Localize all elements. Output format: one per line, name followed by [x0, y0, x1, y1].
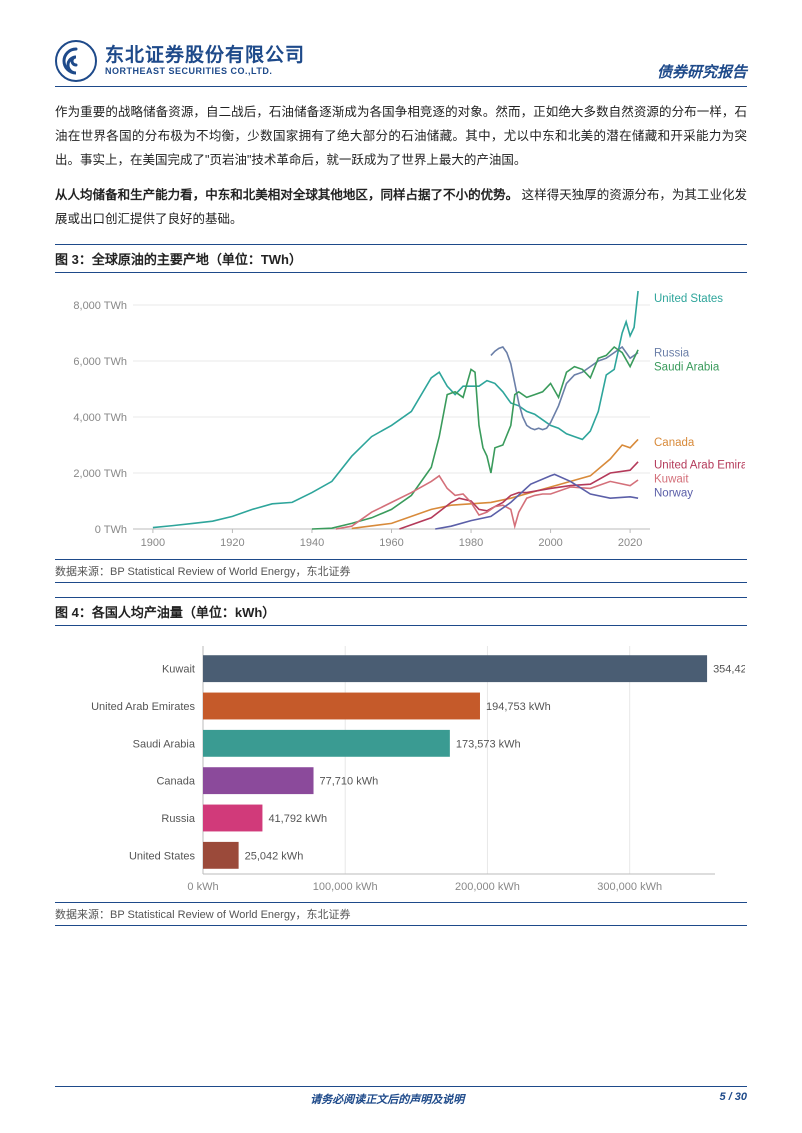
svg-text:41,792 kWh: 41,792 kWh [268, 813, 327, 825]
chart4-source: 数据来源：BP Statistical Review of World Ener… [55, 902, 747, 926]
paragraph-1: 作为重要的战略储备资源，自二战后，石油储备逐渐成为各国争相竞逐的对象。然而，正如… [55, 101, 747, 172]
svg-text:Kuwait: Kuwait [654, 473, 689, 485]
svg-text:Saudi Arabia: Saudi Arabia [654, 361, 720, 373]
footer-disclaimer: 请务必阅读正文后的声明及说明 [310, 1091, 464, 1107]
svg-text:United States: United States [654, 293, 723, 305]
svg-text:8,000 TWh: 8,000 TWh [73, 300, 127, 312]
svg-text:0 kWh: 0 kWh [187, 881, 218, 893]
chart4-title: 图 4：各国人均产油量（单位：kWh） [55, 597, 747, 626]
svg-text:200,000 kWh: 200,000 kWh [455, 881, 520, 893]
svg-text:25,042 kWh: 25,042 kWh [245, 850, 304, 862]
svg-text:1980: 1980 [459, 537, 483, 549]
report-type-label: 债券研究报告 [657, 61, 747, 82]
svg-text:Norway: Norway [654, 487, 693, 499]
svg-text:2000: 2000 [538, 537, 562, 549]
svg-text:1960: 1960 [379, 537, 403, 549]
svg-text:United Arab Emirates: United Arab Emirates [91, 701, 195, 713]
svg-text:Russia: Russia [654, 347, 690, 359]
page-footer: 请务必阅读正文后的声明及说明 5 / 30 [55, 1086, 747, 1107]
paragraph-2-bold: 从人均储备和生产能力看，中东和北美相对全球其他地区，同样占据了不小的优势。 [55, 188, 518, 202]
svg-text:1900: 1900 [141, 537, 165, 549]
company-name: 东北证券股份有限公司 NORTHEAST SECURITIES CO.,LTD. [105, 46, 305, 77]
svg-text:100,000 kWh: 100,000 kWh [313, 881, 378, 893]
chart4-svg: 0 kWh 100,000 kWh 200,000 kWh 300,000 kWh Ku… [55, 632, 745, 902]
svg-text:1940: 1940 [300, 537, 324, 549]
svg-text:Saudi Arabia: Saudi Arabia [133, 738, 196, 750]
svg-text:Canada: Canada [156, 775, 195, 787]
company-name-cn: 东北证券股份有限公司 [105, 46, 305, 67]
footer-page-number: 5 / 30 [719, 1091, 747, 1107]
page-header: 东北证券股份有限公司 NORTHEAST SECURITIES CO.,LTD.… [55, 40, 747, 87]
svg-text:Russia: Russia [161, 813, 196, 825]
svg-text:1920: 1920 [220, 537, 244, 549]
svg-text:Kuwait: Kuwait [162, 663, 195, 675]
svg-text:United Arab Emirates: United Arab Emirates [654, 459, 745, 471]
svg-text:2,000 TWh: 2,000 TWh [73, 468, 127, 480]
svg-text:Canada: Canada [654, 437, 695, 449]
paragraph-2: 从人均储备和生产能力看，中东和北美相对全球其他地区，同样占据了不小的优势。 这样… [55, 184, 747, 232]
svg-text:300,000 kWh: 300,000 kWh [597, 881, 662, 893]
svg-text:354,429 kWh: 354,429 kWh [713, 663, 745, 675]
svg-text:2020: 2020 [618, 537, 642, 549]
chart3-svg: 0 TWh 2,000 TWh 4,000 TWh 6,000 TWh 8,000 TW… [55, 279, 745, 559]
company-logo-icon [55, 40, 97, 82]
svg-text:194,753 kWh: 194,753 kWh [486, 701, 551, 713]
company-name-en: NORTHEAST SECURITIES CO.,LTD. [105, 67, 305, 77]
svg-text:6,000 TWh: 6,000 TWh [73, 356, 127, 368]
chart3-source: 数据来源：BP Statistical Review of World Ener… [55, 559, 747, 583]
company-logo-block: 东北证券股份有限公司 NORTHEAST SECURITIES CO.,LTD. [55, 40, 305, 82]
chart3-area: 0 TWh 2,000 TWh 4,000 TWh 6,000 TWh 8,000 TW… [55, 279, 747, 559]
svg-text:United States: United States [129, 850, 196, 862]
svg-text:0 TWh: 0 TWh [95, 524, 127, 536]
svg-text:4,000 TWh: 4,000 TWh [73, 412, 127, 424]
chart4-area: 0 kWh 100,000 kWh 200,000 kWh 300,000 kWh Ku… [55, 632, 747, 902]
svg-text:77,710 kWh: 77,710 kWh [320, 775, 379, 787]
svg-text:173,573 kWh: 173,573 kWh [456, 738, 521, 750]
chart3-title: 图 3：全球原油的主要产地（单位：TWh） [55, 244, 747, 273]
